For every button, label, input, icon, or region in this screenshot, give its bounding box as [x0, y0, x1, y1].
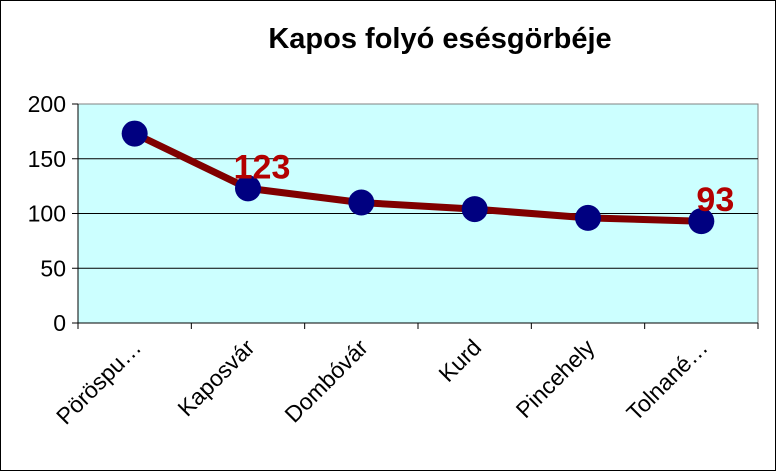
x-tick-labels: Pöröspu… Kaposvár Dombóvár Kurd Pincehely Tol…: [51, 334, 713, 430]
y-tick-label: 100: [28, 201, 66, 227]
y-tick-label: 0: [53, 310, 66, 336]
data-point: [348, 189, 375, 216]
y-tick-label: 200: [28, 91, 66, 117]
axes: [72, 103, 759, 329]
data-labels: 123 93: [234, 148, 735, 219]
series-line: [131, 130, 705, 225]
series-line-group: [131, 130, 705, 225]
data-point: [461, 196, 488, 223]
data-label: 123: [234, 148, 291, 186]
chart-title: Kapos folyó esésgörbéje: [268, 23, 611, 55]
x-tick-label: Pöröspu…: [51, 334, 146, 429]
y-tick-label: 150: [28, 146, 66, 172]
data-label: 93: [696, 181, 734, 219]
x-tick-label: Tolnané…: [621, 334, 713, 426]
data-point: [575, 204, 601, 231]
data-point: [235, 175, 261, 202]
x-tick-label: Kurd: [433, 334, 486, 387]
markers: [121, 120, 715, 235]
data-point: [688, 208, 715, 235]
x-tick-label: Dombóvár: [279, 334, 373, 428]
data-point: [121, 120, 148, 147]
x-tick-label: Pincehely: [511, 334, 600, 423]
x-tick-label: Kaposvár: [172, 334, 259, 421]
y-tick-labels: 0 50 100 150 200: [28, 91, 66, 336]
y-tick-label: 50: [40, 255, 66, 281]
